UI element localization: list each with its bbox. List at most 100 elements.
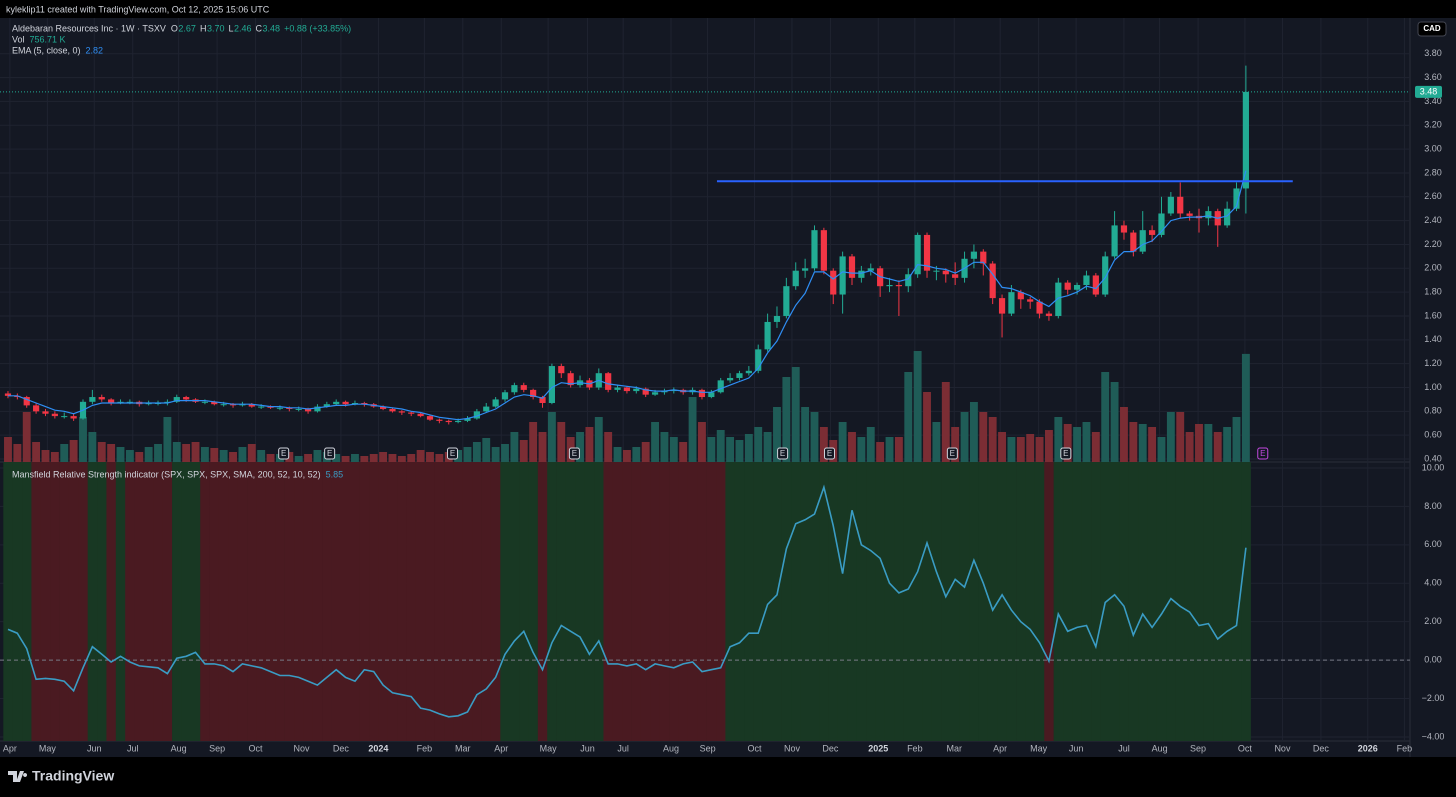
x-tick-label: Aug: [171, 743, 187, 753]
x-tick-label: Nov: [293, 743, 310, 753]
candle-body: [1177, 196, 1184, 214]
volume-bar: [454, 450, 463, 462]
indicator-shade: [828, 462, 839, 741]
candle-body: [1092, 275, 1099, 295]
candle-body: [417, 413, 424, 417]
indicator-shade: [744, 462, 754, 741]
y-tick-label: 1.60: [1424, 310, 1442, 320]
indicator-shade: [528, 462, 539, 741]
volume-bar: [22, 412, 31, 462]
volume-bar: [266, 454, 275, 462]
volume-bar: [332, 454, 341, 462]
indicator-shade: [697, 462, 707, 741]
indicator-shade: [87, 462, 98, 741]
volume-bar: [557, 422, 566, 462]
volume-bar: [529, 422, 538, 462]
legend-text: 3.70: [207, 23, 225, 33]
indicator-shade: [1213, 462, 1223, 741]
candle-body: [380, 406, 387, 409]
candle-body: [108, 399, 115, 403]
volume-bar: [341, 456, 350, 462]
legend-text: Aldebaran Resources Inc · 1W · TSXV: [12, 23, 166, 33]
candle-body: [980, 251, 987, 264]
candle-body: [736, 373, 743, 378]
candle-body: [445, 420, 452, 423]
candle-body: [23, 397, 30, 406]
candle-body: [717, 380, 724, 393]
ema-line: [8, 170, 1247, 421]
volume-bar: [69, 440, 78, 462]
candle-body: [408, 412, 415, 414]
indicator-shade: [378, 462, 389, 741]
candle-body: [530, 389, 537, 398]
legend-text: 2.82: [86, 45, 104, 55]
y-tick-label: 0.60: [1424, 430, 1442, 440]
volume-bar: [369, 454, 378, 462]
volume-bar: [998, 432, 1006, 462]
legend-text: C: [256, 23, 263, 33]
candle-body: [998, 298, 1006, 314]
indicator-shade: [275, 462, 285, 741]
candle-body: [858, 270, 865, 278]
y-tick-label: 0.80: [1424, 406, 1442, 416]
candle-body: [520, 385, 527, 390]
volume-bar: [744, 434, 753, 462]
volume-bar: [716, 430, 725, 462]
y-tick-label: 2.60: [1424, 191, 1442, 201]
indicator-shade: [875, 462, 886, 741]
indicator-shade: [1138, 462, 1148, 741]
y-tick-label: 3.20: [1424, 120, 1442, 130]
indicator-shade: [200, 462, 210, 741]
indicator-shade: [978, 462, 989, 741]
earnings-marker: [278, 447, 290, 460]
indicator-shade: [228, 462, 239, 741]
indicator-shade: [847, 462, 857, 741]
earnings-marker: [446, 447, 458, 460]
earnings-label: E: [827, 449, 832, 458]
legend-text: Vol: [12, 34, 25, 44]
volume-bar: [247, 444, 256, 462]
candle-body: [1139, 230, 1146, 252]
volume-bar: [913, 351, 922, 462]
indicator-shade: [941, 462, 951, 741]
indicator-shade: [950, 462, 961, 741]
volume-bar: [735, 440, 744, 462]
y-tick-label: 3.60: [1424, 72, 1442, 82]
indicator-shade: [247, 462, 257, 741]
volume-bar: [1016, 437, 1025, 462]
indicator-shade: [453, 462, 464, 741]
x-tick-label: May: [540, 743, 558, 753]
volume-bar: [979, 412, 988, 462]
volume-bar: [210, 448, 219, 462]
candle-body: [51, 413, 58, 417]
indicator-shade: [106, 462, 117, 741]
indicator-shade: [716, 462, 726, 741]
volume-bar: [951, 427, 960, 462]
candle-body: [201, 401, 209, 403]
last-price-tag: [1415, 85, 1442, 98]
legend-text: O: [171, 23, 178, 33]
volume-bar: [885, 437, 894, 462]
volume-bar: [407, 454, 416, 462]
legend-text: L: [228, 23, 233, 33]
candle-body: [614, 387, 621, 390]
volume-bar: [472, 442, 481, 462]
candle-body: [1111, 225, 1118, 257]
volume-bar: [1110, 382, 1119, 462]
legend-text: EMA (5, close, 0): [12, 45, 81, 55]
candle-body: [726, 377, 734, 381]
y-tick-label: 8.00: [1424, 501, 1442, 511]
candle-body: [4, 393, 12, 396]
volume-bar: [107, 444, 116, 462]
volume-bar: [13, 444, 22, 462]
candle-body: [398, 411, 405, 413]
volume-bar: [510, 432, 519, 462]
indicator-shade: [97, 462, 107, 741]
indicator-shade: [1231, 462, 1242, 741]
candle-body: [258, 406, 265, 408]
volume-bar: [163, 417, 172, 462]
x-tick-label: Apr: [3, 743, 17, 753]
indicator-shade: [40, 462, 51, 741]
